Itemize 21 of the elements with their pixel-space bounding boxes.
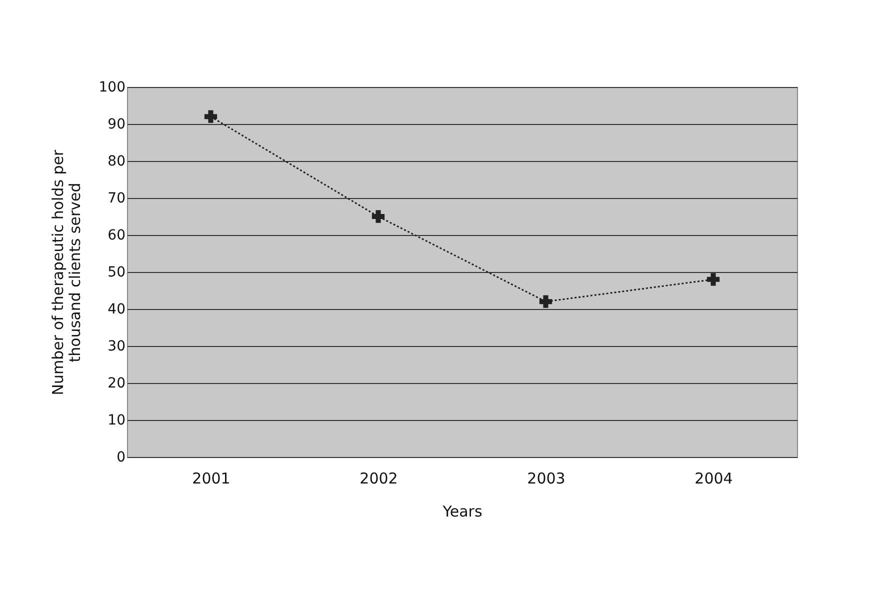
point [204,110,218,123]
y-tick-label: 90 [108,116,126,132]
y-tick-label: 0 [116,450,126,466]
y-tick-label: 40 [108,302,126,318]
x-axis-title: Years [442,502,482,520]
point [539,295,552,308]
y-tick-label: 50 [108,264,126,280]
y-tick-label: 20 [108,376,126,392]
point [372,210,385,223]
x-tick-label: 2004 [694,470,733,488]
y-tick-label: 80 [108,154,126,170]
y-tick-label: 100 [98,80,126,96]
y-tick-label: 10 [108,412,126,428]
x-tick-label: 2001 [192,470,230,488]
x-tick-label: 2002 [360,470,398,488]
x-tick-label: 2003 [527,470,566,488]
y-tick-label: 70 [108,190,126,206]
y-tick-label: 60 [108,228,126,244]
y-axis-title: Number of therapeutic holds per thousand clients served [48,148,84,396]
y-tick-label: 30 [108,338,126,354]
point [706,273,720,286]
